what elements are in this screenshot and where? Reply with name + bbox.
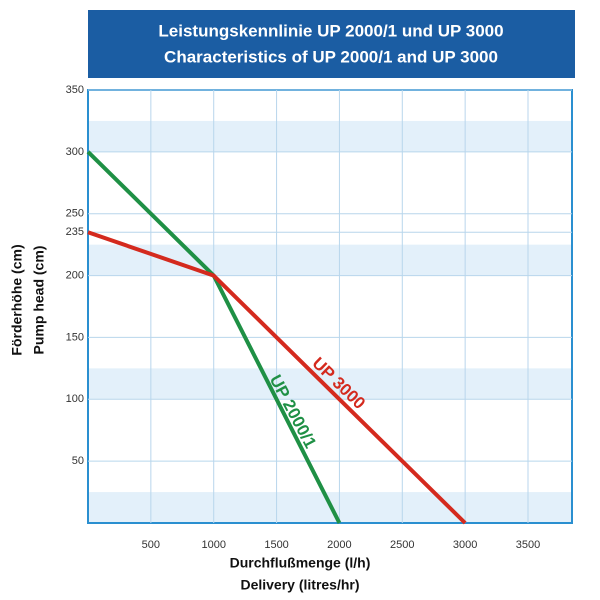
x-tick-label: 1500: [264, 539, 288, 551]
y-tick-label: 350: [66, 84, 84, 96]
x-tick-label: 3500: [516, 539, 540, 551]
x-axis-label: Durchflußmenge (l/h): [230, 555, 371, 571]
y-tick-label: 250: [66, 208, 84, 220]
plot-area: [87, 89, 573, 524]
x-tick-label: 1000: [201, 539, 225, 551]
x-axis-label: Delivery (litres/hr): [240, 577, 359, 593]
plot-band: [88, 244, 572, 276]
x-tick-label: 2000: [327, 539, 351, 551]
x-tick-label: 2500: [390, 539, 414, 551]
data-line: [87, 230, 467, 525]
y-tick-label: 150: [66, 331, 84, 343]
chart-subtitle: Characteristics of UP 2000/1 and UP 3000: [164, 47, 498, 66]
chart-title: Leistungskennlinie UP 2000/1 und UP 3000: [158, 21, 503, 40]
y-axis-label: Pump head (cm): [31, 246, 47, 355]
y-tick-label: 200: [66, 269, 84, 281]
y-tick-label: 100: [66, 393, 84, 405]
y-tick-label: 235: [66, 226, 84, 238]
title-box: [88, 10, 575, 78]
plot-band: [88, 368, 572, 400]
x-tick-label: 500: [142, 539, 160, 551]
y-axis-label: Förderhöhe (cm): [9, 244, 25, 355]
plot-band: [88, 120, 572, 152]
y-tick-label: 300: [66, 146, 84, 158]
x-tick-label: 3000: [453, 539, 477, 551]
y-tick-label: 50: [72, 455, 84, 467]
